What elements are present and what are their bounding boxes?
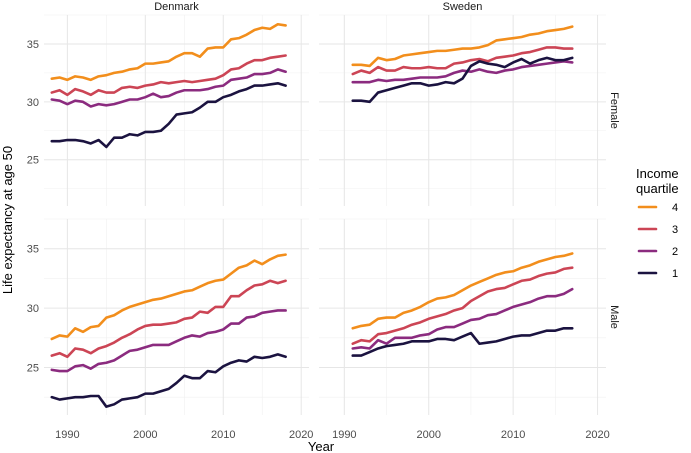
series-group-sweden-male xyxy=(351,252,574,357)
series-line-quartile-1 xyxy=(351,326,574,357)
series-line-quartile-3 xyxy=(50,279,287,359)
series-line-quartile-1 xyxy=(351,56,574,104)
series-group-sweden-female xyxy=(351,25,574,104)
y-tick-label: 30 xyxy=(27,97,39,109)
x-tick-label: 2000 xyxy=(133,429,157,441)
series-line-quartile-4 xyxy=(351,25,574,68)
x-tick-label: 2010 xyxy=(211,429,235,441)
panel-denmark-female xyxy=(44,14,309,206)
panel-background xyxy=(319,219,606,415)
legend-label-quartile-3: 3 xyxy=(672,224,678,236)
legend-title-line: quartile xyxy=(636,181,679,196)
facet-label-male: Male xyxy=(608,305,620,329)
series-line-quartile-4 xyxy=(351,252,574,330)
y-tick-label: 25 xyxy=(27,362,39,374)
panel-sweden-female xyxy=(319,14,606,206)
series-line-quartile-3 xyxy=(351,266,574,346)
series-line-quartile-4 xyxy=(50,22,287,82)
series-line-quartile-3 xyxy=(351,46,574,76)
facet-label-female: Female xyxy=(608,92,620,129)
series-line-quartile-1 xyxy=(50,82,287,149)
series-line-quartile-4 xyxy=(50,253,287,341)
y-tick-label: 25 xyxy=(27,155,39,167)
series-line-quartile-2 xyxy=(50,309,287,373)
panel-background xyxy=(44,15,309,206)
x-tick-label: 1990 xyxy=(55,429,79,441)
x-tick-label: 2010 xyxy=(501,429,525,441)
legend-label-quartile-4: 4 xyxy=(672,202,678,214)
series-group-denmark-female xyxy=(50,22,287,149)
series-line-quartile-3 xyxy=(50,54,287,97)
x-tick-label: 1990 xyxy=(332,429,356,441)
panel-denmark-male xyxy=(44,218,309,415)
series-line-quartile-2 xyxy=(50,68,287,108)
legend-title-line: Income xyxy=(636,166,679,181)
x-axis-title: Year xyxy=(308,439,335,453)
series-group-denmark-male xyxy=(50,253,287,408)
facet-label-sweden: Sweden xyxy=(443,1,483,13)
series-line-quartile-1 xyxy=(50,353,287,408)
y-tick-label: 30 xyxy=(27,303,39,315)
facet-label-denmark: Denmark xyxy=(154,1,199,13)
y-axis-title: Life expectancy at age 50 xyxy=(0,146,15,294)
x-tick-label: 2020 xyxy=(585,429,609,441)
series-line-quartile-2 xyxy=(351,59,574,84)
series-line-quartile-2 xyxy=(351,287,574,350)
x-tick-label: 2020 xyxy=(289,429,313,441)
panel-sweden-male xyxy=(319,218,606,415)
legend-label-quartile-1: 1 xyxy=(672,268,678,280)
x-tick-label: 2000 xyxy=(416,429,440,441)
y-tick-label: 35 xyxy=(27,244,39,256)
legend-label-quartile-2: 2 xyxy=(672,246,678,258)
y-tick-label: 35 xyxy=(27,39,39,51)
